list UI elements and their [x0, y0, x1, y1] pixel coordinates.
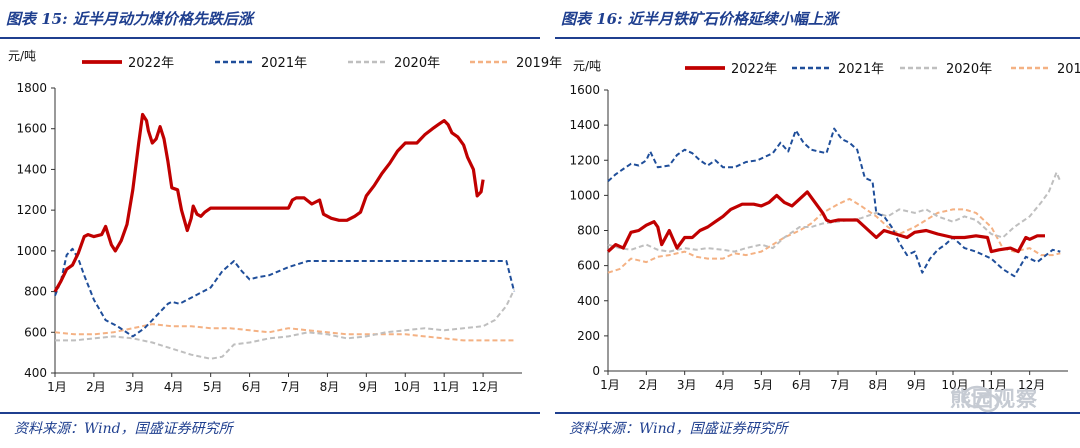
x-tick-label: 8月	[320, 380, 340, 394]
y-axis-unit-label: 元/吨	[573, 59, 601, 73]
x-tick-label: 6月	[242, 380, 262, 394]
series-line-2021	[54, 247, 516, 338]
chart-source: 资料来源：Wind，国盛证券研究所	[14, 421, 233, 437]
y-tick-label: 1600	[569, 83, 600, 97]
y-tick-label: 1400	[569, 118, 600, 132]
series-line-2022	[53, 112, 485, 293]
y-tick-label: 200	[577, 329, 600, 343]
legend-label: 2022年	[128, 56, 174, 71]
x-tick-label: 7月	[830, 378, 850, 392]
legend-label: 2021年	[261, 56, 307, 71]
series-line-2021	[607, 127, 1061, 278]
chart-svg-left: 400 600 800 1000 1200 1400 1600 1800 1月 2月 3月 4月 5月 6…	[8, 49, 562, 394]
series-line-2019	[607, 197, 1061, 274]
chart-svg-right: 0 200 400 600 800 1000 1200 1400 1600 1月 2月 3月 4月 5月 6…	[569, 59, 1080, 392]
x-tick-label: 2月	[639, 378, 659, 392]
right-chart-panel: 图表 16: 近半月铁矿石价格延续小幅上涨 0 200 400 600 800 1000 1…	[555, 0, 1080, 448]
legend-label: 2019年	[1057, 62, 1080, 77]
series-line-2019	[54, 323, 515, 342]
x-tick-label: 5月	[754, 378, 774, 392]
x-tick-label: 4月	[715, 378, 735, 392]
series-line-2020	[55, 289, 516, 360]
y-tick-label: 800	[24, 285, 47, 299]
x-tick-label: 12月	[471, 380, 498, 394]
x-tick-label: 4月	[164, 380, 184, 394]
x-tick-label: 7月	[281, 380, 301, 394]
x-tick-label: 3月	[677, 378, 697, 392]
chart-title: 图表 16: 近半月铁矿石价格延续小幅上涨	[561, 10, 838, 28]
title-rule	[0, 37, 540, 39]
y-tick-label: 1000	[16, 244, 47, 258]
y-tick-label: 1600	[16, 122, 47, 136]
legend-label: 2022年	[731, 62, 777, 77]
legend-label: 2020年	[394, 56, 440, 71]
x-tick-label: 10月	[941, 378, 968, 392]
legend-label: 2021年	[838, 62, 884, 77]
x-tick-label: 12月	[1018, 378, 1045, 392]
chart-source: 资料来源：Wind，国盛证券研究所	[569, 421, 788, 437]
y-tick-label: 1800	[16, 81, 47, 95]
x-tick-label: 11月	[980, 378, 1007, 392]
left-chart-panel: 图表 15: 近半月动力煤价格先跌后涨 400 600 800 1000 1200 140…	[0, 10, 562, 437]
y-tick-label: 400	[24, 366, 47, 380]
x-tick-label: 1月	[600, 378, 620, 392]
x-tick-label: 9月	[359, 380, 379, 394]
x-tick-label: 9月	[907, 378, 927, 392]
x-tick-label: 3月	[125, 380, 145, 394]
y-tick-label: 0	[592, 364, 600, 378]
legend-label: 2020年	[946, 62, 992, 77]
y-axis-unit-label: 元/吨	[8, 49, 36, 63]
y-tick-label: 1200	[16, 203, 47, 217]
title-rule	[555, 37, 1080, 39]
y-tick-label: 1000	[569, 188, 600, 202]
source-rule	[0, 412, 540, 414]
x-tick-label: 8月	[869, 378, 889, 392]
x-tick-label: 1月	[47, 380, 67, 394]
legend-label: 2019年	[516, 56, 562, 71]
watermark-text: 熊园观察	[950, 387, 1038, 411]
y-tick-label: 1400	[16, 162, 47, 176]
series-line-2022	[606, 190, 1045, 254]
y-tick-label: 800	[577, 224, 600, 238]
x-tick-label: 2月	[86, 380, 106, 394]
y-tick-label: 600	[24, 325, 47, 339]
wechat-icon	[962, 385, 1000, 413]
series-line-2020	[607, 171, 1062, 253]
chart-title: 图表 15: 近半月动力煤价格先跌后涨	[6, 10, 253, 28]
x-tick-label: 5月	[203, 380, 223, 394]
source-rule	[555, 412, 1080, 414]
x-tick-label: 11月	[433, 380, 460, 394]
y-tick-label: 400	[577, 294, 600, 308]
y-tick-label: 600	[577, 259, 600, 273]
x-tick-label: 10月	[394, 380, 421, 394]
x-tick-label: 6月	[792, 378, 812, 392]
y-tick-label: 1200	[569, 153, 600, 167]
